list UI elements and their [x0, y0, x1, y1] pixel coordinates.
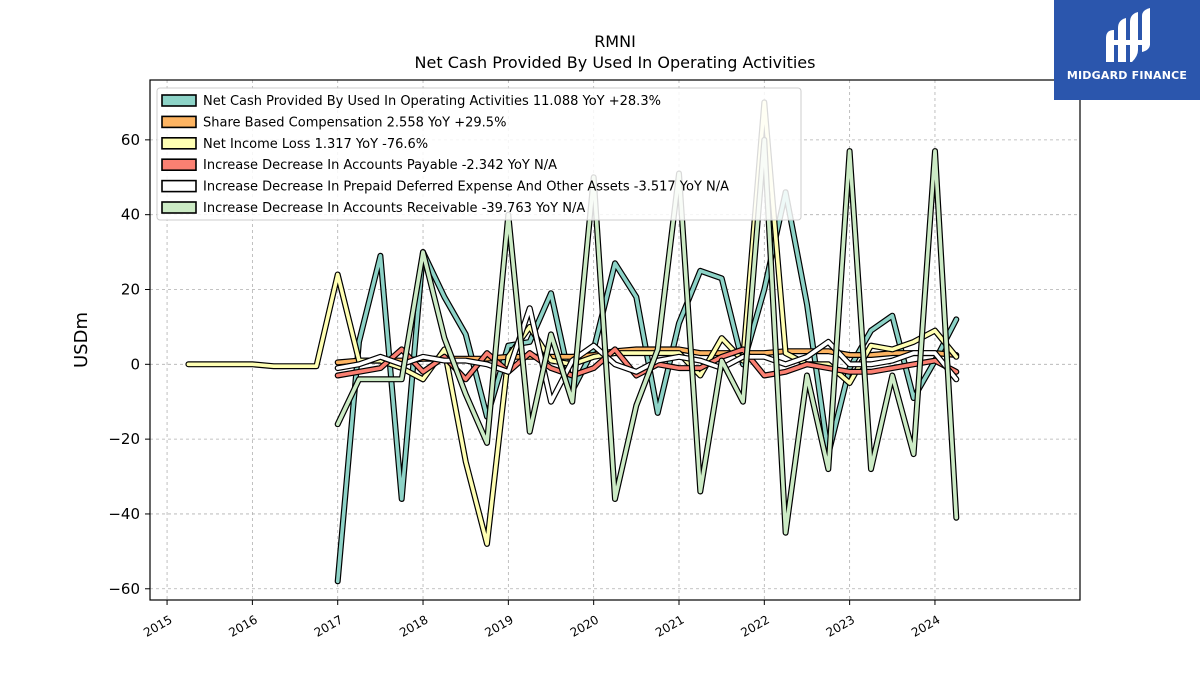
y-axis-label: USDm: [71, 312, 92, 368]
y-axis: −60 −40 −20 0 20 40 60: [108, 131, 150, 598]
brand-logo: MIDGARD FINANCE: [1054, 0, 1200, 100]
legend-label: Increase Decrease In Accounts Receivable…: [203, 201, 585, 216]
legend-swatch: [161, 137, 197, 150]
x-tick-label: 2019: [482, 612, 515, 639]
x-tick-label: 2021: [653, 612, 686, 639]
x-tick-label: 2015: [141, 612, 174, 639]
legend-label: Increase Decrease In Prepaid Deferred Ex…: [203, 180, 729, 195]
legend-box: [156, 87, 802, 221]
brand-name: MIDGARD FINANCE: [1066, 69, 1188, 82]
x-tick-label: 2018: [397, 612, 430, 639]
x-tick-label: 2023: [824, 612, 857, 639]
legend-swatch: [161, 179, 197, 193]
plot-area: [149, 79, 1081, 601]
x-tick-label: 2017: [312, 612, 345, 639]
legend-label: Increase Decrease In Accounts Payable -2…: [203, 158, 557, 173]
chart-title: RMNI: [594, 32, 636, 51]
midgard-logo-icon: [1106, 8, 1150, 62]
y-tick-label: −60: [108, 580, 140, 598]
legend-label: Net Cash Provided By Used In Operating A…: [203, 94, 661, 109]
legend-swatch: [161, 115, 197, 129]
y-tick-label: 60: [121, 131, 140, 149]
legend-label: Net Income Loss 1.317 YoY -76.6%: [203, 137, 428, 152]
x-tick-label: 2016: [226, 612, 259, 639]
legend-swatch: [161, 94, 197, 107]
x-tick-label: 2020: [568, 612, 601, 639]
legend-swatch: [161, 201, 197, 214]
x-axis: 2015 2016 2017 2018 2019 2020 2021 2022 2023 2024: [141, 600, 942, 640]
x-tick-label: 2024: [909, 612, 942, 639]
y-tick-label: 40: [121, 206, 140, 224]
legend: Net Cash Provided By Used In Operating A…: [156, 87, 802, 221]
x-tick-label: 2022: [738, 612, 771, 639]
series-line-stroke: [335, 306, 959, 404]
chart-subtitle: Net Cash Provided By Used In Operating A…: [415, 53, 816, 72]
series-line-stroke: [335, 138, 959, 535]
y-tick-label: −40: [108, 505, 140, 523]
series-line: [334, 305, 960, 405]
legend-swatch: [161, 158, 197, 171]
series-lines: [185, 99, 960, 585]
series-line: [334, 136, 960, 536]
legend-label: Share Based Compensation 2.558 YoY +29.5…: [203, 115, 506, 130]
y-tick-label: 0: [130, 355, 140, 373]
y-tick-label: 20: [121, 280, 140, 298]
y-tick-label: −20: [108, 430, 140, 448]
